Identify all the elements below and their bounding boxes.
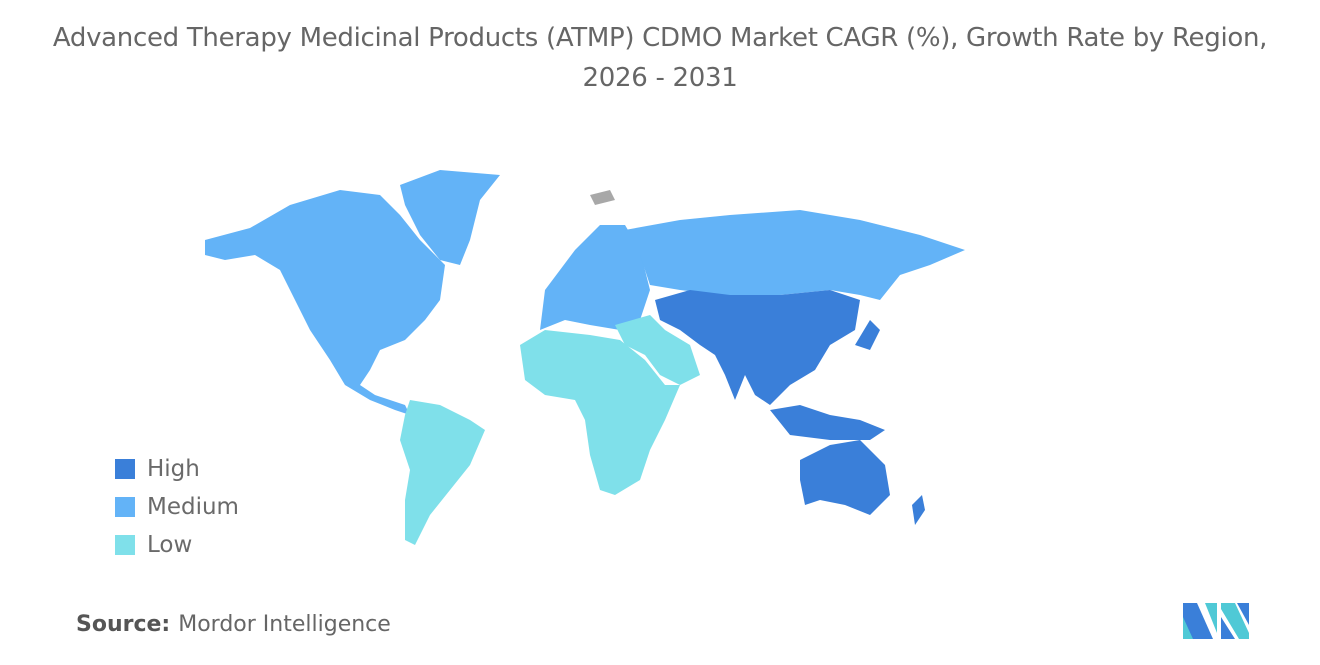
- region-australia: [800, 440, 890, 515]
- region-japan: [855, 320, 880, 350]
- region-no-data-svalbard: [590, 190, 615, 205]
- legend-label: High: [147, 456, 200, 482]
- legend: High Medium Low: [115, 450, 239, 564]
- chart-title: Advanced Therapy Medicinal Products (ATM…: [52, 23, 1268, 93]
- legend-label: Medium: [147, 494, 239, 520]
- legend-swatch: [115, 459, 135, 479]
- legend-swatch: [115, 497, 135, 517]
- source-label: Source:: [76, 612, 171, 637]
- legend-item-high: High: [115, 450, 239, 488]
- region-africa: [520, 330, 680, 495]
- region-new-zealand: [912, 495, 925, 525]
- mordor-logo-icon: [1183, 603, 1249, 639]
- region-se-asia: [770, 405, 885, 440]
- region-middle-east: [615, 315, 700, 385]
- source-value: Mordor Intelligence: [178, 612, 391, 637]
- legend-item-low: Low: [115, 526, 239, 564]
- region-asia: [655, 290, 860, 405]
- region-russia: [625, 210, 965, 300]
- legend-item-medium: Medium: [115, 488, 239, 526]
- region-north-america: [205, 190, 445, 415]
- legend-swatch: [115, 535, 135, 555]
- region-greenland: [400, 170, 500, 265]
- region-europe: [540, 225, 650, 330]
- region-south-america: [400, 400, 485, 545]
- legend-label: Low: [147, 532, 193, 558]
- source-note: Source: Mordor Intelligence: [76, 612, 391, 637]
